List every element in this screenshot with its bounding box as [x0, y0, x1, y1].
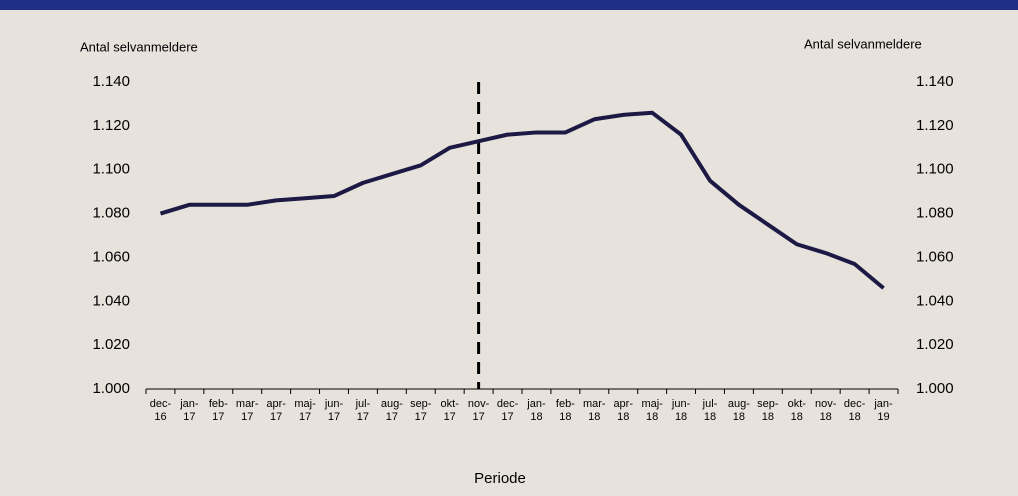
x-tick-label: maj- 17 — [294, 398, 316, 423]
x-tick-label: nov- 17 — [467, 398, 490, 423]
x-tick-label: apr- 17 — [266, 398, 286, 423]
x-tick-label: nov- 18 — [814, 398, 837, 423]
y2-tick-label: 1.060 — [916, 248, 954, 265]
data-line — [159, 110, 885, 290]
y-tick-label: 1.100 — [92, 161, 130, 178]
x-tick-label: apr- 18 — [613, 398, 633, 423]
x-tick-label: aug- 18 — [727, 398, 750, 423]
x-tick-label: jul- 17 — [355, 398, 371, 423]
x-tick-label: jun- 18 — [671, 398, 691, 423]
y2-tick-label: 1.120 — [916, 117, 954, 134]
x-tick-label: feb- 17 — [208, 398, 228, 423]
y-tick-label: 1.000 — [92, 380, 130, 397]
header-bar — [0, 0, 1018, 10]
y-tick-label: 1.040 — [92, 292, 130, 309]
x-tick-label: dec- 16 — [149, 398, 172, 423]
x-tick-label: okt- 17 — [440, 398, 459, 423]
y2-tick-label: 1.100 — [916, 161, 954, 178]
y-axis-title: Antal selvanmeldere — [80, 39, 198, 54]
y-tick-label: 1.060 — [92, 248, 130, 265]
x-tick-label: jan- 19 — [874, 398, 893, 423]
x-tick-label: mar- 18 — [582, 398, 606, 423]
y2-tick-label: 1.080 — [916, 205, 954, 222]
y-tick-label: 1.140 — [92, 73, 130, 90]
x-tick-label: jan- 17 — [180, 398, 199, 423]
y-tick-label: 1.120 — [92, 117, 130, 134]
y2-axis-title: Antal selvanmeldere — [804, 36, 922, 51]
x-tick-label: okt- 18 — [787, 398, 806, 423]
y2-tick-label: 1.020 — [916, 336, 954, 353]
y2-tick-label: 1.040 — [916, 292, 954, 309]
x-tick-label: sep- 17 — [410, 398, 432, 423]
y-tick-label: 1.080 — [92, 205, 130, 222]
x-tick-label: jul- 18 — [702, 398, 718, 423]
x-tick-label: feb- 18 — [555, 398, 575, 423]
x-tick-label: aug- 17 — [380, 398, 403, 423]
x-tick-label: dec- 18 — [843, 398, 866, 423]
x-tick-label: dec- 17 — [496, 398, 519, 423]
y-tick-label: 1.020 — [92, 336, 130, 353]
y2-tick-label: 1.000 — [916, 380, 954, 397]
x-tick-label: mar- 17 — [235, 398, 259, 423]
x-tick-label: sep- 18 — [757, 398, 779, 423]
x-tick-label: jun- 17 — [324, 398, 344, 423]
x-axis-title: Periode — [474, 470, 526, 487]
x-tick-label: maj- 18 — [641, 398, 663, 423]
x-tick-label: jan- 18 — [527, 398, 546, 423]
y2-tick-label: 1.140 — [916, 73, 954, 90]
